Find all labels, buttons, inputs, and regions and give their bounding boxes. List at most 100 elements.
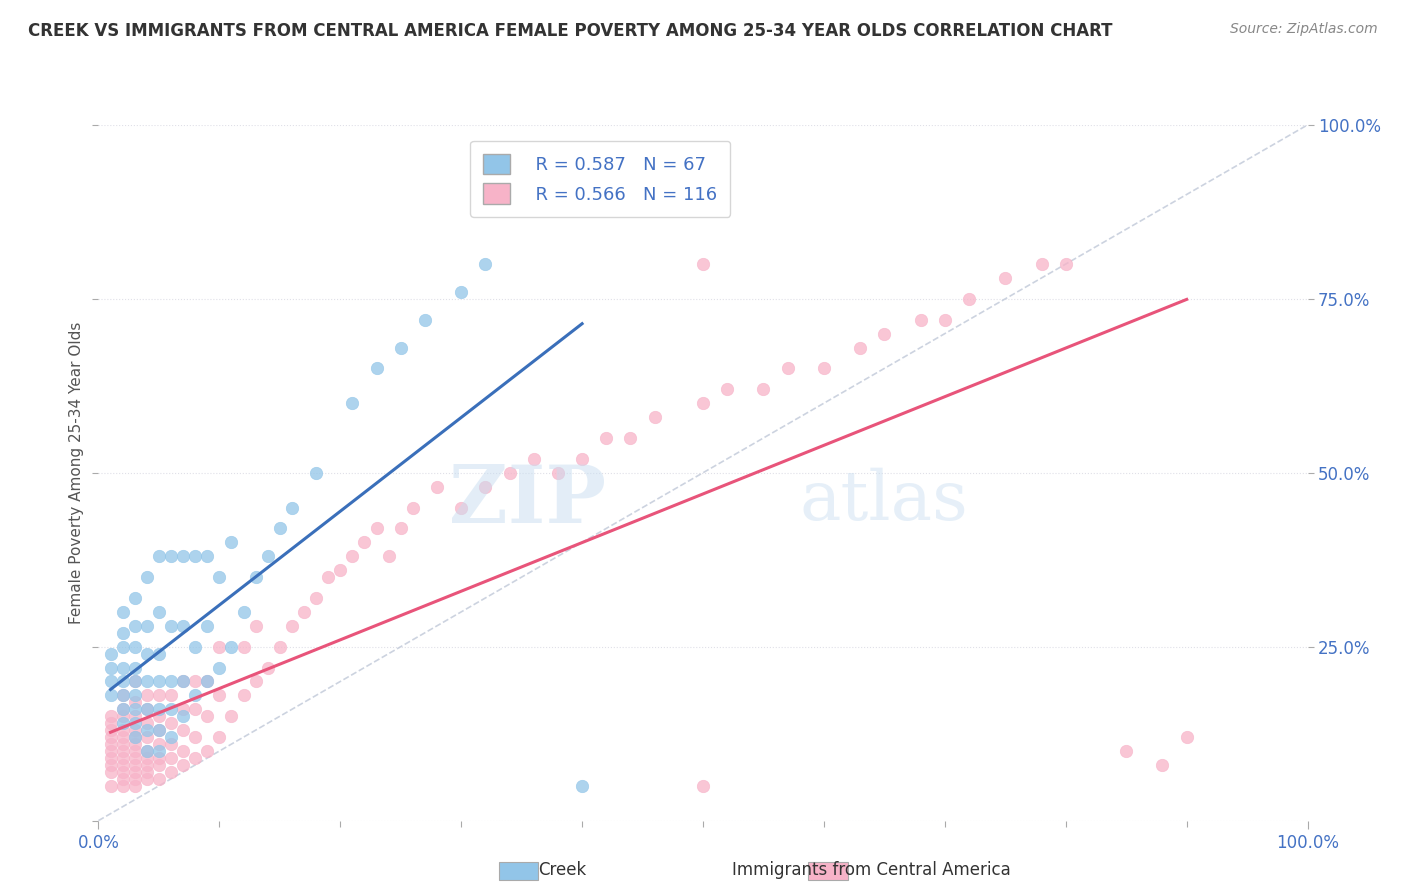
Point [692, 779, 714, 793]
Point [776, 361, 799, 376]
Point [692, 396, 714, 410]
Point [160, 730, 183, 744]
Point [124, 674, 146, 689]
Point [124, 730, 146, 744]
Point [160, 764, 183, 779]
Point [221, 640, 243, 654]
Point [111, 702, 134, 716]
Text: atlas: atlas [800, 467, 969, 533]
Point [172, 723, 194, 738]
Point [135, 674, 157, 689]
Point [100, 758, 122, 772]
Point [292, 605, 315, 619]
Point [111, 751, 134, 765]
Point [124, 674, 146, 689]
Point [716, 382, 738, 396]
Point [100, 730, 122, 744]
Point [124, 709, 146, 723]
Point [124, 716, 146, 731]
Point [232, 689, 254, 703]
Point [135, 751, 157, 765]
Point [474, 257, 496, 271]
Point [124, 689, 146, 703]
Point [100, 660, 122, 674]
Point [111, 730, 134, 744]
Point [100, 674, 122, 689]
Point [402, 500, 425, 515]
Point [184, 689, 207, 703]
Point [148, 674, 170, 689]
Point [353, 535, 375, 549]
Point [269, 521, 291, 535]
Point [111, 660, 134, 674]
Point [100, 709, 122, 723]
Point [160, 689, 183, 703]
Point [100, 689, 122, 703]
Point [342, 396, 364, 410]
Point [135, 772, 157, 786]
Point [111, 689, 134, 703]
Point [221, 709, 243, 723]
Point [124, 730, 146, 744]
Point [148, 723, 170, 738]
Point [111, 640, 134, 654]
Point [135, 702, 157, 716]
Point [305, 591, 328, 605]
Point [100, 737, 122, 751]
Point [172, 744, 194, 758]
Point [342, 549, 364, 564]
Point [124, 660, 146, 674]
Y-axis label: Female Poverty Among 25-34 Year Olds: Female Poverty Among 25-34 Year Olds [69, 322, 84, 624]
Point [849, 341, 872, 355]
Point [135, 764, 157, 779]
Point [934, 312, 956, 326]
Point [221, 535, 243, 549]
Point [100, 779, 122, 793]
Point [160, 549, 183, 564]
Point [124, 751, 146, 765]
Point [135, 689, 157, 703]
Point [184, 751, 207, 765]
Point [111, 772, 134, 786]
Point [135, 744, 157, 758]
Point [135, 716, 157, 731]
Point [232, 605, 254, 619]
Point [389, 341, 412, 355]
Point [100, 647, 122, 661]
Point [124, 772, 146, 786]
Point [172, 619, 194, 633]
Point [305, 466, 328, 480]
Point [994, 271, 1017, 285]
Point [124, 591, 146, 605]
Point [100, 764, 122, 779]
Point [160, 619, 183, 633]
Point [111, 764, 134, 779]
Point [111, 779, 134, 793]
Point [148, 709, 170, 723]
Point [148, 723, 170, 738]
Point [160, 674, 183, 689]
Point [135, 730, 157, 744]
Point [135, 744, 157, 758]
Point [571, 779, 593, 793]
Text: ZIP: ZIP [450, 461, 606, 540]
Point [160, 737, 183, 751]
Point [389, 521, 412, 535]
Point [208, 730, 231, 744]
Point [450, 500, 472, 515]
Point [256, 660, 278, 674]
Point [100, 751, 122, 765]
Point [111, 737, 134, 751]
Point [111, 605, 134, 619]
Text: Creek: Creek [538, 861, 586, 879]
Point [1115, 744, 1137, 758]
Point [232, 640, 254, 654]
Point [474, 480, 496, 494]
Point [148, 751, 170, 765]
Point [329, 563, 352, 577]
Point [148, 605, 170, 619]
Point [148, 549, 170, 564]
Point [172, 758, 194, 772]
Point [172, 674, 194, 689]
Point [172, 674, 194, 689]
